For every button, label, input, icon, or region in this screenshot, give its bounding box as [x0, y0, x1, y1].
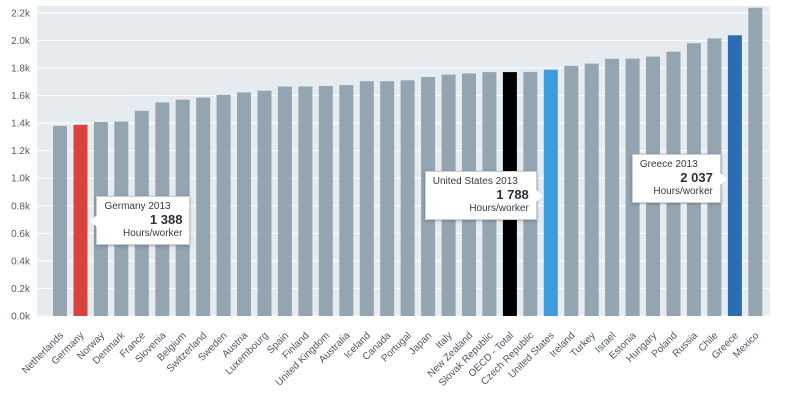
bar-israel[interactable]: [605, 58, 620, 317]
bar-australia[interactable]: [339, 85, 354, 316]
bar-austria[interactable]: [237, 92, 251, 317]
tooltip-germany: Germany 2013 1 388 Hours/worker: [90, 196, 191, 245]
bar-spain[interactable]: [277, 86, 292, 316]
tooltip-title: United States 2013: [432, 176, 518, 187]
y-tick-label: 2.2k: [11, 8, 31, 19]
y-axis-ticks: 0.0k 0.2k 0.4k 0.6k 0.8k 1.0k 1.2k 1.4k 1.6k 1.8k…: [11, 8, 31, 322]
x-tick-label: Japan: [407, 330, 434, 357]
tooltip-greece: Greece 2013 2 037 Hours/worker: [631, 154, 727, 203]
tooltip-value: 1 388: [149, 212, 183, 227]
bar-germany[interactable]: [73, 124, 88, 316]
bars: [53, 7, 763, 317]
y-tick-label: 2.0k: [11, 36, 31, 47]
bar-iceland[interactable]: [359, 81, 374, 316]
bar-mexico[interactable]: [748, 7, 763, 317]
bar-turkey[interactable]: [584, 63, 599, 316]
y-tick-label: 1.4k: [11, 119, 31, 130]
bar-canada[interactable]: [380, 81, 395, 316]
y-tick-label: 0.8k: [11, 201, 31, 212]
tooltip-unit: Hours/worker: [469, 203, 529, 214]
y-tick-label: 0.4k: [11, 256, 31, 267]
bar-luxembourg[interactable]: [257, 90, 272, 316]
bar-switzerland[interactable]: [196, 97, 211, 316]
y-tick-label: 0.0k: [11, 312, 31, 323]
bar-united-states[interactable]: [543, 69, 558, 316]
y-tick-label: 0.6k: [11, 229, 31, 240]
tooltip-title: Germany 2013: [104, 201, 171, 212]
bar-finland[interactable]: [298, 86, 313, 317]
tooltip-title: Greece 2013: [639, 159, 698, 170]
tooltip-unit: Hours/worker: [122, 228, 183, 239]
y-tick-label: 1.0k: [11, 174, 31, 185]
y-tick-label: 1.2k: [11, 146, 31, 157]
y-tick-label: 1.8k: [11, 64, 31, 75]
bar-greece[interactable]: [727, 35, 742, 317]
tooltip-value: 2 037: [680, 170, 713, 185]
bar-sweden[interactable]: [216, 94, 231, 317]
bar-portugal[interactable]: [400, 80, 415, 316]
y-tick-label: 0.2k: [11, 284, 31, 295]
bar-united-kingdom[interactable]: [318, 86, 333, 316]
bar-netherlands[interactable]: [53, 125, 67, 317]
bar-ireland[interactable]: [564, 65, 579, 317]
tooltip-united-states: United States 2013 1 788 Hours/worker: [424, 171, 543, 220]
tooltip-value: 1 788: [496, 187, 529, 202]
y-tick-label: 1.6k: [11, 91, 31, 102]
x-axis-labels: NetherlandsGermanyNorwayDenmarkFranceSlo…: [20, 330, 762, 389]
tooltip-unit: Hours/worker: [653, 186, 713, 197]
